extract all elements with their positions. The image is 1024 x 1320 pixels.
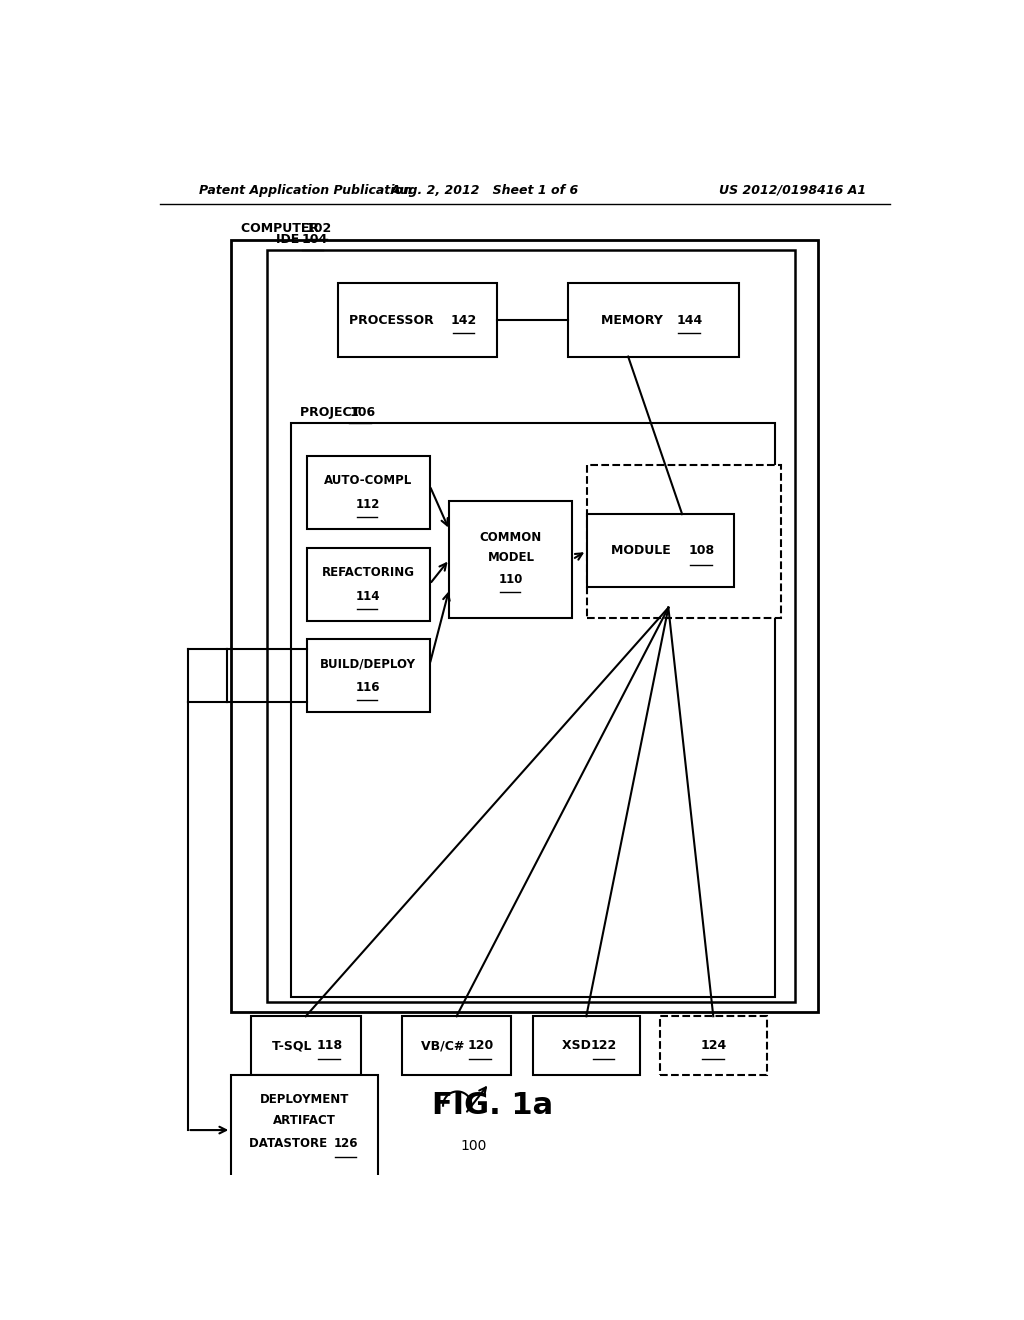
Text: 104: 104 <box>302 232 328 246</box>
Bar <box>267 249 795 1002</box>
Text: XSD: XSD <box>562 1039 595 1052</box>
Text: MODEL: MODEL <box>487 550 535 564</box>
Text: 102: 102 <box>306 222 332 235</box>
Bar <box>306 548 430 620</box>
Text: T-SQL: T-SQL <box>272 1039 315 1052</box>
Text: 142: 142 <box>451 314 477 326</box>
Text: DATASTORE: DATASTORE <box>249 1137 332 1150</box>
Text: PROCESSOR: PROCESSOR <box>349 314 438 326</box>
Text: 126: 126 <box>334 1137 358 1150</box>
Text: DEPLOYMENT: DEPLOYMENT <box>260 1093 349 1106</box>
Text: BUILD/DEPLOY: BUILD/DEPLOY <box>321 657 416 671</box>
Text: 116: 116 <box>355 681 380 694</box>
Bar <box>306 639 430 713</box>
Text: 112: 112 <box>356 499 380 511</box>
Bar <box>568 284 739 356</box>
Text: 100: 100 <box>460 1139 486 1154</box>
Text: US 2012/0198416 A1: US 2012/0198416 A1 <box>719 183 866 197</box>
Bar <box>450 500 572 618</box>
Text: AUTO-COMPL: AUTO-COMPL <box>324 474 413 487</box>
Bar <box>587 466 781 618</box>
Text: 106: 106 <box>349 405 376 418</box>
Text: IDE: IDE <box>276 232 304 246</box>
Text: 114: 114 <box>355 590 380 603</box>
Bar <box>338 284 497 356</box>
Text: 108: 108 <box>688 544 715 557</box>
Bar <box>532 1016 640 1076</box>
Bar <box>231 240 818 1012</box>
Text: COMPUTER: COMPUTER <box>241 222 323 235</box>
Text: 120: 120 <box>467 1039 494 1052</box>
Text: ARTIFACT: ARTIFACT <box>273 1114 336 1127</box>
Text: Aug. 2, 2012   Sheet 1 of 6: Aug. 2, 2012 Sheet 1 of 6 <box>391 183 580 197</box>
Text: MEMORY: MEMORY <box>601 314 667 326</box>
Text: MODULE: MODULE <box>610 544 675 557</box>
Text: 122: 122 <box>591 1039 616 1052</box>
Text: 144: 144 <box>676 314 702 326</box>
Bar <box>659 1016 767 1076</box>
Bar <box>587 515 733 587</box>
Text: Patent Application Publication: Patent Application Publication <box>200 183 413 197</box>
Bar <box>306 457 430 529</box>
Bar <box>231 1076 378 1185</box>
Text: REFACTORING: REFACTORING <box>322 565 415 578</box>
Text: FIG. 1a: FIG. 1a <box>432 1092 554 1121</box>
Text: 110: 110 <box>499 573 523 586</box>
Text: 118: 118 <box>316 1039 343 1052</box>
Text: 124: 124 <box>700 1039 726 1052</box>
Text: VB/C#: VB/C# <box>421 1039 469 1052</box>
Text: COMMON: COMMON <box>480 531 542 544</box>
Bar <box>401 1016 511 1076</box>
Bar <box>291 422 775 997</box>
Bar <box>251 1016 360 1076</box>
Text: PROJECT: PROJECT <box>300 405 365 418</box>
